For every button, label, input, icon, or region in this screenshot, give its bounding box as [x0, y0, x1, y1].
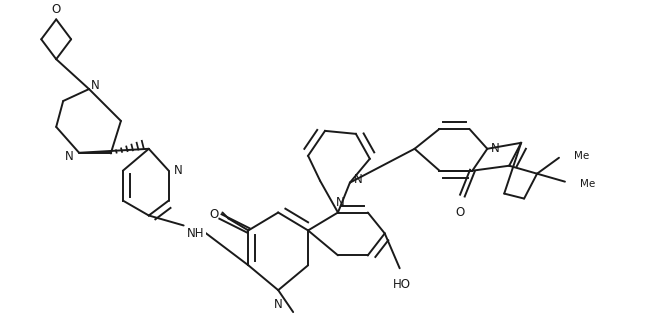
Text: N: N — [65, 150, 73, 163]
Text: N: N — [91, 79, 100, 92]
Text: HO: HO — [392, 278, 411, 291]
Text: N: N — [491, 142, 500, 155]
Text: Me: Me — [574, 151, 589, 161]
Text: N: N — [174, 164, 182, 177]
Text: Me: Me — [580, 179, 595, 189]
Text: N: N — [354, 173, 362, 186]
Text: O: O — [210, 208, 219, 221]
Text: NH: NH — [187, 227, 204, 240]
Text: O: O — [52, 3, 61, 16]
Text: N: N — [274, 298, 283, 311]
Text: N: N — [336, 195, 344, 209]
Text: O: O — [456, 206, 465, 218]
